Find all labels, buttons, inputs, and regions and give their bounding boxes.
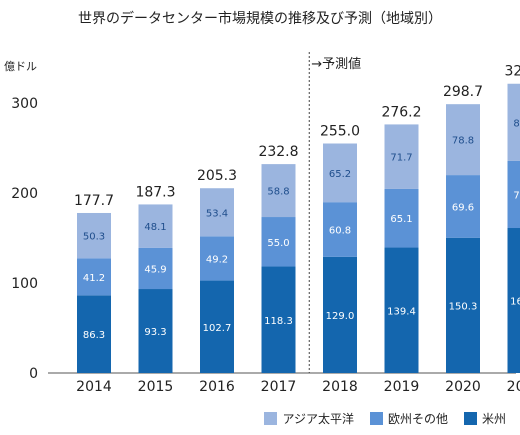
x-tick-label: 2017 (261, 379, 297, 395)
bar-segment-asia-pacific (323, 143, 357, 203)
value-label-asia-pacific: 78.8 (452, 136, 474, 147)
bar-segment-europe-other (323, 202, 357, 257)
value-label-asia-pacific: 85.8 (513, 118, 520, 129)
value-label-americas: 161.1 (510, 297, 520, 308)
bar-segment-americas (446, 237, 480, 373)
x-tick-label: 2014 (76, 379, 112, 395)
legend-label-europe-other: 欧州その他 (387, 412, 448, 426)
bar-segment-asia-pacific (384, 124, 419, 189)
bar-segment-americas (77, 295, 111, 373)
value-label-europe-other: 65.1 (390, 214, 412, 225)
bar-segment-europe-other (384, 188, 419, 248)
legend-label-americas: 米州 (481, 412, 506, 426)
bar-segment-europe-other (77, 258, 111, 296)
value-label-europe-other: 74.5 (513, 190, 520, 201)
value-label-americas: 86.3 (83, 330, 105, 341)
bar-segment-europe-other (446, 175, 480, 238)
bar-segment-asia-pacific (200, 188, 234, 237)
value-label-asia-pacific: 65.2 (329, 169, 351, 180)
x-tick-label: 2016 (199, 379, 235, 395)
bar-segment-asia-pacific (446, 104, 480, 176)
legend-item-asia-pacific: アジア太平洋 (264, 410, 354, 427)
bar-segment-asia-pacific (261, 164, 296, 218)
value-label-europe-other: 60.8 (329, 226, 351, 237)
bar-segment-asia-pacific (507, 83, 520, 161)
legend-label-asia-pacific: アジア太平洋 (282, 412, 354, 426)
bar-segment-americas (261, 266, 296, 373)
y-axis-label: 億ドル (4, 60, 37, 73)
x-tick-label: 2015 (138, 379, 174, 395)
value-label-americas: 93.3 (144, 327, 166, 338)
bar-segment-americas (200, 280, 234, 373)
bar-segment-americas (323, 256, 357, 373)
value-label-europe-other: 41.2 (83, 273, 105, 284)
x-tick-label: 2021 (507, 379, 520, 395)
bar-segment-asia-pacific (138, 204, 173, 248)
chart-title: 世界のデータセンター市場規模の推移及び予測（地域別） (78, 11, 442, 27)
y-tick-label: 100 (11, 276, 38, 292)
value-label-americas: 150.3 (449, 301, 478, 312)
legend-swatch-europe-other (369, 412, 383, 425)
bar-segment-europe-other (200, 236, 234, 281)
legend-item-europe-other: 欧州その他 (369, 410, 448, 427)
total-label: 232.8 (258, 144, 298, 160)
value-label-asia-pacific: 53.4 (206, 208, 228, 219)
value-label-americas: 118.3 (264, 316, 293, 327)
x-tick-label: 2020 (445, 379, 481, 395)
legend-swatch-americas (463, 412, 477, 425)
legend: アジア太平洋 欧州その他 米州 (264, 410, 506, 427)
value-label-asia-pacific: 48.1 (144, 222, 166, 233)
total-label: 298.7 (443, 84, 483, 100)
value-label-americas: 139.4 (387, 306, 416, 317)
legend-item-americas: 米州 (463, 410, 506, 427)
bar-segment-asia-pacific (77, 212, 111, 259)
x-tick-label: 2019 (384, 379, 420, 395)
total-label: 187.3 (135, 184, 175, 200)
value-label-europe-other: 49.2 (206, 254, 228, 265)
bar-segment-europe-other (261, 217, 296, 267)
value-label-europe-other: 69.6 (452, 202, 474, 213)
value-label-americas: 102.7 (203, 323, 232, 334)
bar-segment-europe-other (507, 160, 520, 229)
total-label: 177.7 (74, 193, 114, 209)
bar-segment-americas (507, 228, 520, 373)
total-label: 321.3 (504, 64, 520, 80)
value-label-europe-other: 55.0 (267, 238, 289, 249)
bar-segment-americas (138, 289, 173, 373)
y-tick-label: 0 (29, 366, 38, 382)
x-tick-label: 2018 (322, 379, 358, 395)
value-label-asia-pacific: 58.8 (267, 187, 289, 198)
bar-segment-americas (384, 247, 419, 373)
value-label-asia-pacific: 71.7 (390, 153, 412, 164)
legend-swatch-asia-pacific (264, 412, 278, 425)
total-label: 276.2 (381, 104, 421, 120)
value-label-asia-pacific: 50.3 (83, 232, 105, 243)
value-label-americas: 129.0 (326, 311, 355, 322)
forecast-label: →予測値 (311, 56, 361, 72)
total-label: 255.0 (320, 124, 360, 140)
y-tick-label: 300 (11, 96, 38, 112)
total-label: 205.3 (197, 168, 237, 184)
y-tick-label: 200 (11, 186, 38, 202)
bar-segment-europe-other (138, 247, 173, 290)
value-label-europe-other: 45.9 (144, 264, 166, 275)
